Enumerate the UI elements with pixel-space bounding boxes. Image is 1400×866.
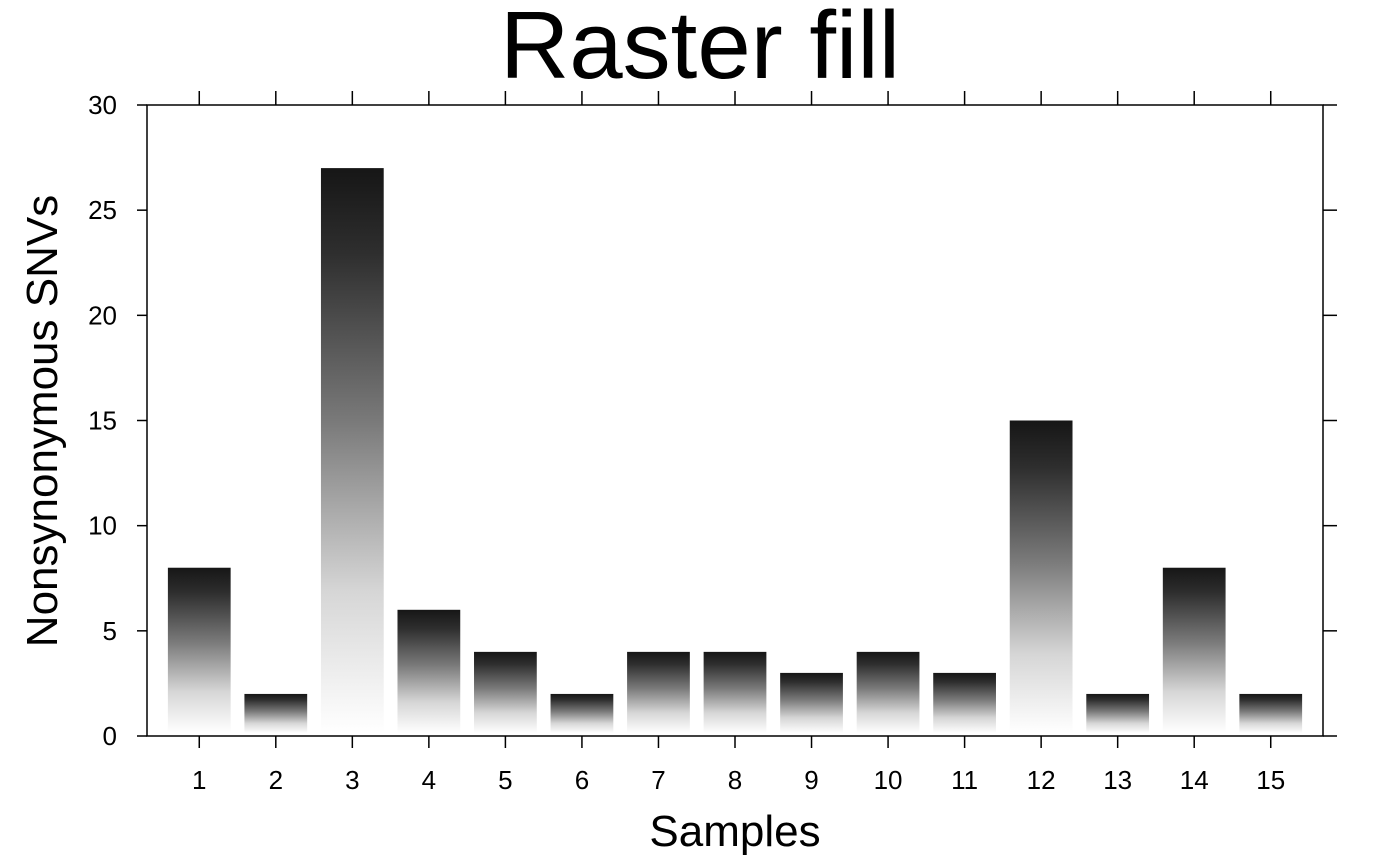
y-tick-label: 20 — [88, 300, 117, 330]
bar — [780, 672, 843, 733]
x-tick-label: 13 — [1103, 765, 1132, 795]
y-axis-title: Nonsynonymous SNVs — [18, 195, 67, 647]
bar — [550, 693, 614, 733]
x-tick-label: 12 — [1027, 765, 1056, 795]
bar — [320, 168, 384, 734]
x-tick-label: 1 — [192, 765, 206, 795]
x-tick-label: 5 — [498, 765, 512, 795]
bar — [1162, 567, 1226, 733]
x-tick-label: 9 — [804, 765, 818, 795]
x-tick-label: 4 — [422, 765, 436, 795]
x-tick-label: 11 — [951, 765, 978, 795]
bar — [474, 651, 537, 733]
chart-title: Raster fill — [500, 0, 900, 99]
y-tick-label: 10 — [88, 511, 117, 541]
bar — [1086, 693, 1150, 733]
x-axis-title: Samples — [649, 807, 820, 856]
x-tick-label: 3 — [345, 765, 359, 795]
bar — [397, 609, 461, 733]
x-tick-label: 2 — [269, 765, 283, 795]
x-tick-label: 8 — [728, 765, 742, 795]
y-tick-label: 25 — [88, 195, 117, 225]
y-tick-label: 15 — [88, 406, 117, 436]
y-tick-label: 0 — [103, 721, 117, 751]
bar — [244, 693, 308, 733]
y-tick-label: 5 — [103, 616, 117, 646]
x-tick-label: 15 — [1256, 765, 1285, 795]
x-tick-label: 7 — [651, 765, 665, 795]
x-tick-label: 10 — [874, 765, 903, 795]
bar — [933, 672, 996, 733]
y-tick-label: 30 — [88, 90, 117, 120]
bar — [167, 567, 231, 733]
bar — [856, 651, 920, 733]
x-tick-label: 6 — [575, 765, 589, 795]
bar — [1009, 420, 1073, 733]
x-tick-label: 14 — [1180, 765, 1209, 795]
bar — [1239, 693, 1303, 733]
bar — [703, 651, 767, 733]
bar — [627, 651, 690, 733]
